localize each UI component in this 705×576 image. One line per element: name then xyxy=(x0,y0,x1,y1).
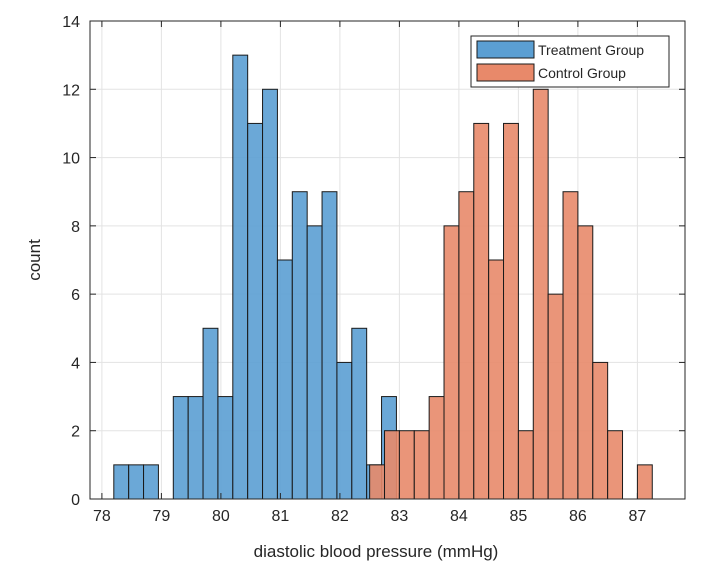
axes-box xyxy=(89,20,686,500)
x-axis-label: diastolic blood pressure (mmHg) xyxy=(254,542,499,561)
bar-control-7 xyxy=(473,122,490,500)
bar-control-10 xyxy=(517,430,534,500)
y-tick-label: 10 xyxy=(62,151,80,168)
bar-control-12 xyxy=(547,293,564,500)
x-tick-label: 87 xyxy=(629,508,647,525)
legend-swatch-control xyxy=(476,63,535,82)
y-tick-label: 12 xyxy=(62,82,80,99)
bar-control-18 xyxy=(636,464,653,500)
x-tick-label: 81 xyxy=(272,508,290,525)
bar-control-16 xyxy=(607,430,624,500)
bar-treatment-10 xyxy=(262,88,278,500)
bar-treatment-12 xyxy=(291,191,308,500)
x-tick-label: 80 xyxy=(212,508,230,525)
x-tick-label: 78 xyxy=(93,508,111,525)
x-axis-ticks: 78 79 80 81 82 83 84 85 86 87 xyxy=(93,21,646,525)
bar-treatment-6 xyxy=(202,327,219,500)
bar-treatment-2 xyxy=(143,464,159,500)
bar-control-5 xyxy=(443,225,460,500)
x-tick-label: 83 xyxy=(391,508,409,525)
y-tick-label: 0 xyxy=(71,492,80,509)
bar-control-6 xyxy=(458,191,475,500)
legend-swatch-treatment xyxy=(476,40,535,59)
bar-treatment-14 xyxy=(321,191,338,500)
y-tick-label: 6 xyxy=(71,287,80,304)
bar-control-3 xyxy=(413,430,430,500)
x-tick-label: 86 xyxy=(569,508,587,525)
bar-control-11 xyxy=(532,88,549,500)
x-tick-label: 82 xyxy=(331,508,349,525)
bar-treatment-9 xyxy=(247,122,264,500)
bar-control-9 xyxy=(503,122,519,500)
bar-control-2 xyxy=(398,430,415,500)
bar-treatment-16 xyxy=(351,327,368,500)
bar-control-0 xyxy=(369,464,386,500)
x-tick-label: 79 xyxy=(153,508,171,525)
bar-treatment-11 xyxy=(276,259,293,500)
y-tick-label: 14 xyxy=(62,14,80,31)
bar-control-14 xyxy=(577,225,594,500)
x-tick-label: 84 xyxy=(450,508,468,525)
bar-treatment-5 xyxy=(187,396,204,500)
y-tick-label: 8 xyxy=(71,219,80,236)
bar-treatment-7 xyxy=(217,396,234,500)
bar-treatment-15 xyxy=(336,361,353,500)
bar-treatment-0 xyxy=(113,464,130,500)
bar-control-8 xyxy=(488,259,505,500)
bar-treatment-4 xyxy=(172,396,189,500)
legend-label-control: Control Group xyxy=(538,65,626,81)
bar-treatment-13 xyxy=(306,225,323,500)
x-tick-label: 85 xyxy=(510,508,528,525)
y-tick-label: 4 xyxy=(71,355,80,372)
bar-treatment-1 xyxy=(128,464,145,500)
bar-treatment-8 xyxy=(232,54,249,500)
legend-label-treatment: Treatment Group xyxy=(538,42,644,58)
legend: Treatment Group Control Group xyxy=(470,35,670,88)
bar-control-13 xyxy=(562,191,579,500)
y-axis-ticks: 0 2 4 6 8 10 12 14 xyxy=(62,14,685,509)
bar-control-1 xyxy=(384,430,400,500)
y-tick-label: 2 xyxy=(71,424,80,441)
y-axis-label: count xyxy=(25,239,44,281)
bar-control-4 xyxy=(428,396,445,500)
bars-layer xyxy=(113,54,653,500)
bar-control-15 xyxy=(592,361,609,500)
